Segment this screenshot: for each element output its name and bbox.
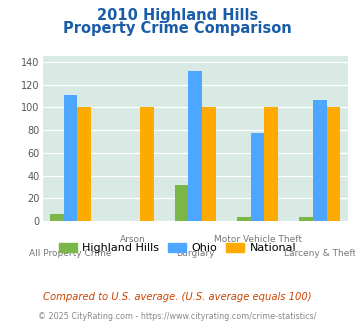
Bar [50, 214, 64, 221]
Bar [140, 107, 153, 221]
Text: Burglary: Burglary [176, 249, 214, 258]
Text: Motor Vehicle Theft: Motor Vehicle Theft [214, 235, 301, 244]
Text: All Property Crime: All Property Crime [29, 249, 112, 258]
Text: Property Crime Comparison: Property Crime Comparison [63, 21, 292, 36]
Bar [327, 107, 340, 221]
Legend: Highland Hills, Ohio, National: Highland Hills, Ohio, National [54, 238, 301, 257]
Bar [299, 216, 313, 221]
Bar [313, 100, 327, 221]
Bar [237, 216, 251, 221]
Text: 2010 Highland Hills: 2010 Highland Hills [97, 8, 258, 23]
Bar [77, 107, 91, 221]
Text: © 2025 CityRating.com - https://www.cityrating.com/crime-statistics/: © 2025 CityRating.com - https://www.city… [38, 312, 317, 321]
Bar [175, 185, 189, 221]
Text: Arson: Arson [120, 235, 146, 244]
Text: Larceny & Theft: Larceny & Theft [284, 249, 355, 258]
Bar [202, 107, 216, 221]
Bar [264, 107, 278, 221]
Bar [251, 133, 264, 221]
Bar [64, 95, 77, 221]
Text: Compared to U.S. average. (U.S. average equals 100): Compared to U.S. average. (U.S. average … [43, 292, 312, 302]
Bar [189, 71, 202, 221]
